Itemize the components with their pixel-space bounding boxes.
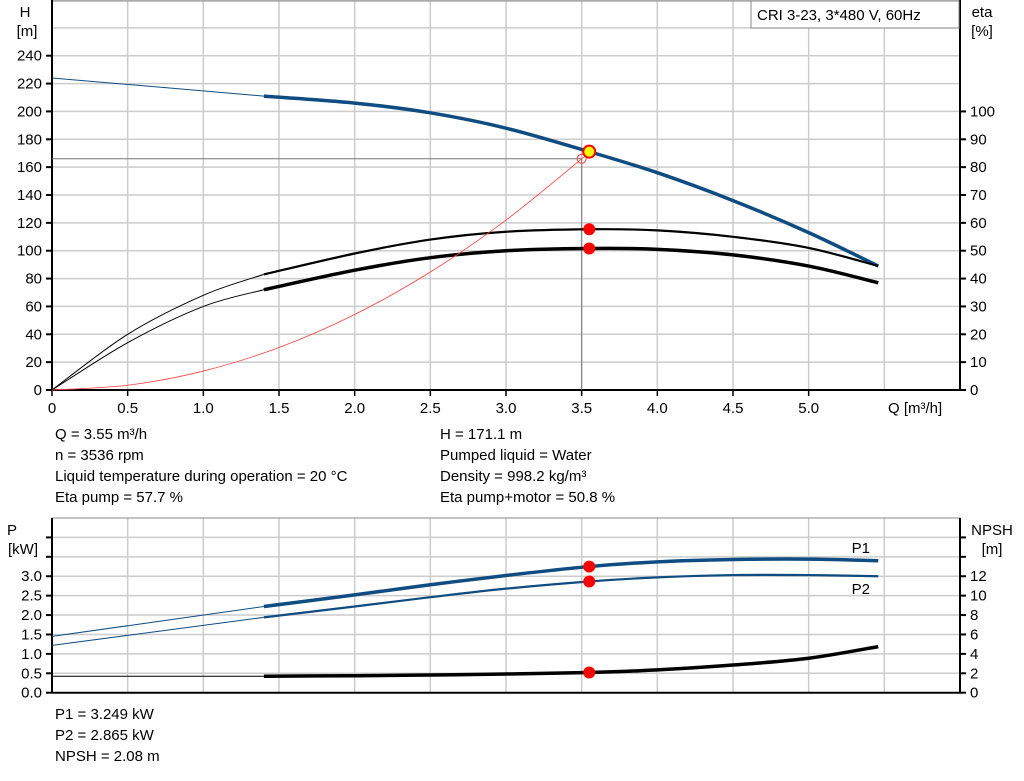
y-tick-label: 140	[17, 187, 42, 204]
info-liquid: Pumped liquid = Water	[440, 447, 592, 464]
p-tick-label: 0.5	[21, 665, 42, 682]
y2-tick-label: 10	[970, 354, 987, 371]
npsh-tick-label: 0	[970, 685, 978, 702]
info-top-left: Q = 3.55 m³/h n = 3536 rpm Liquid temper…	[55, 424, 347, 508]
p2-curve-extrapolated	[51, 616, 264, 646]
info-flow: Q = 3.55 m³/h	[55, 426, 148, 443]
p-axis-label: P	[7, 522, 17, 539]
x-tick-label: 5.0	[798, 400, 819, 417]
x-tick-label: 3.0	[496, 400, 517, 417]
eta-pump-curve	[263, 228, 879, 276]
x-axis-label: Q [m³/h]	[888, 400, 942, 417]
npsh-tick-label: 10	[970, 588, 987, 605]
p-tick-label: 1.0	[21, 646, 42, 663]
npsh-tick-label: 6	[970, 626, 978, 643]
y2-axis-unit: [%]	[971, 23, 993, 40]
x-tick-label: 0	[48, 400, 56, 417]
info-bottom: P1 = 3.249 kW P2 = 2.865 kW NPSH = 2.08 …	[55, 704, 160, 767]
p2-label: P2	[852, 581, 870, 598]
x-tick-label: 2.5	[420, 400, 441, 417]
info-liquid-temp: Liquid temperature during operation = 20…	[55, 468, 348, 485]
npsh-tick-label: 4	[970, 646, 978, 663]
y2-tick-label: 60	[970, 215, 987, 232]
p-tick-label: 1.5	[21, 626, 42, 643]
x-tick-label: 1.5	[269, 400, 290, 417]
p-tick-label: 2.5	[21, 588, 42, 605]
system-curve-curve	[51, 151, 591, 391]
info-eta-pump-motor: Eta pump+motor = 50.8 %	[440, 489, 616, 506]
eta-pump-curve-extrapolated	[51, 273, 265, 391]
requested-point-marker	[576, 153, 587, 164]
duty-point-marker	[582, 144, 597, 159]
eta-pump-motor-curve	[263, 246, 879, 292]
info-npsh: NPSH = 2.08 m	[55, 748, 160, 765]
p-tick-label: 2.0	[21, 607, 42, 624]
x-tick-label: 0.5	[117, 400, 138, 417]
x-tick-label: 1.0	[193, 400, 214, 417]
y2-tick-label: 30	[970, 298, 987, 315]
npsh-marker	[583, 666, 596, 679]
x-tick-label: 4.0	[647, 400, 668, 417]
y-tick-label: 180	[17, 131, 42, 148]
p-axis-unit: [kW]	[8, 541, 38, 558]
y2-tick-label: 50	[970, 243, 987, 260]
npsh-tick-label: 2	[970, 665, 978, 682]
y-axis-label: H	[20, 4, 31, 21]
p2-marker	[583, 575, 596, 588]
y2-tick-label: 70	[970, 187, 987, 204]
y-tick-label: 20	[25, 354, 42, 371]
y-axis-unit: [m]	[17, 23, 38, 40]
y-tick-label: 80	[25, 271, 42, 288]
eta-pump-marker	[583, 223, 596, 236]
p1-curve-extrapolated	[51, 606, 264, 637]
info-head: H = 171.1 m	[440, 426, 523, 443]
info-p1: P1 = 3.249 kW	[55, 706, 154, 723]
info-speed: n = 3536 rpm	[55, 447, 144, 464]
y2-axis-label: eta	[972, 4, 994, 21]
y-tick-label: 100	[17, 243, 42, 260]
eta-pump-motor-curve-extrapolated	[51, 289, 264, 391]
y2-tick-label: 40	[970, 271, 987, 288]
y-tick-label: 40	[25, 326, 42, 343]
y2-tick-label: 90	[970, 131, 987, 148]
y-tick-label: 240	[17, 48, 42, 65]
npsh-tick-label: 12	[970, 568, 987, 585]
head-curve	[263, 94, 880, 268]
npsh-axis-label: NPSH	[971, 522, 1013, 539]
info-density: Density = 998.2 kg/m³	[440, 468, 587, 485]
y-tick-label: 120	[17, 215, 42, 232]
p1-marker	[583, 560, 596, 573]
y-tick-label: 160	[17, 159, 42, 176]
info-top-right: H = 171.1 m Pumped liquid = Water Densit…	[440, 424, 615, 508]
npsh-axis-unit: [m]	[982, 541, 1003, 558]
eta-pump-motor-marker	[583, 242, 596, 255]
info-eta-pump: Eta pump = 57.7 %	[55, 489, 183, 506]
x-tick-label: 3.5	[571, 400, 592, 417]
p-tick-label: 3.0	[21, 568, 42, 585]
p-tick-label: 0.0	[21, 685, 42, 702]
y2-tick-label: 0	[970, 382, 978, 399]
title-box	[750, 0, 960, 29]
y-tick-label: 220	[17, 76, 42, 93]
y2-tick-label: 20	[970, 326, 987, 343]
npsh-curve	[263, 644, 879, 678]
chart-title: CRI 3-23, 3*480 V, 60Hz	[757, 7, 921, 24]
y-tick-label: 200	[17, 103, 42, 120]
x-tick-label: 4.5	[723, 400, 744, 417]
y2-tick-label: 100	[970, 103, 995, 120]
npsh-tick-label: 8	[970, 607, 978, 624]
x-tick-label: 2.0	[344, 400, 365, 417]
y2-tick-label: 80	[970, 159, 987, 176]
p1-label: P1	[852, 540, 870, 557]
y-tick-label: 60	[25, 298, 42, 315]
info-p2: P2 = 2.865 kW	[55, 727, 154, 744]
y-tick-label: 0	[34, 382, 42, 399]
head-curve-extrapolated	[51, 77, 264, 97]
